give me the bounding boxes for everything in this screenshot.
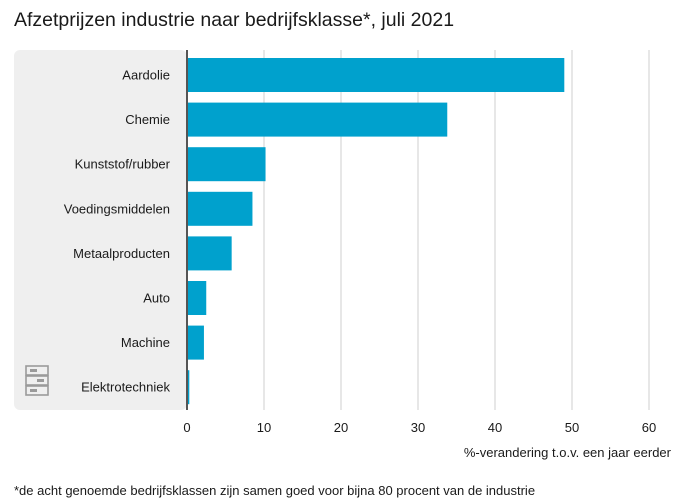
bar	[187, 191, 253, 226]
bar	[187, 58, 565, 92]
x-tick-label: 0	[183, 420, 190, 435]
x-tick-label: 30	[411, 420, 425, 435]
bar-chart: Aardolie Chemie Kunststof/rubber Voedingsmi…	[14, 50, 672, 460]
category-panel	[14, 50, 187, 410]
category-labels: Aardolie Chemie Kunststof/rubber Voedingsmi…	[64, 68, 171, 395]
footnote: *de acht genoemde bedrijfsklassen zijn s…	[14, 483, 536, 498]
x-axis-label: %-verandering t.o.v. een jaar eerder	[464, 445, 672, 460]
category-label: Chemie	[125, 112, 170, 127]
bar	[187, 325, 204, 360]
bar	[187, 102, 448, 137]
x-tick-label: 20	[334, 420, 348, 435]
x-tick-label: 10	[257, 420, 271, 435]
bar	[187, 281, 207, 315]
gridlines	[263, 50, 650, 410]
x-tick-labels: 0 10 20 30 40 50 60	[183, 420, 656, 435]
category-label: Auto	[143, 291, 170, 306]
category-label: Kunststof/rubber	[75, 157, 171, 172]
category-label: Elektrotechniek	[81, 380, 170, 395]
x-tick-label: 40	[488, 420, 502, 435]
cbs-logo-icon	[25, 365, 49, 396]
bar	[187, 147, 266, 182]
category-label: Machine	[121, 335, 170, 350]
bars	[187, 58, 565, 405]
category-label: Metaalproducten	[73, 246, 170, 261]
chart-title: Afzetprijzen industrie naar bedrijfsklas…	[14, 9, 455, 31]
category-label: Voedingsmiddelen	[64, 201, 170, 216]
bar	[187, 236, 232, 271]
bar	[187, 370, 190, 405]
x-tick-label: 60	[642, 420, 656, 435]
x-tick-label: 50	[565, 420, 579, 435]
category-label: Aardolie	[122, 68, 170, 83]
